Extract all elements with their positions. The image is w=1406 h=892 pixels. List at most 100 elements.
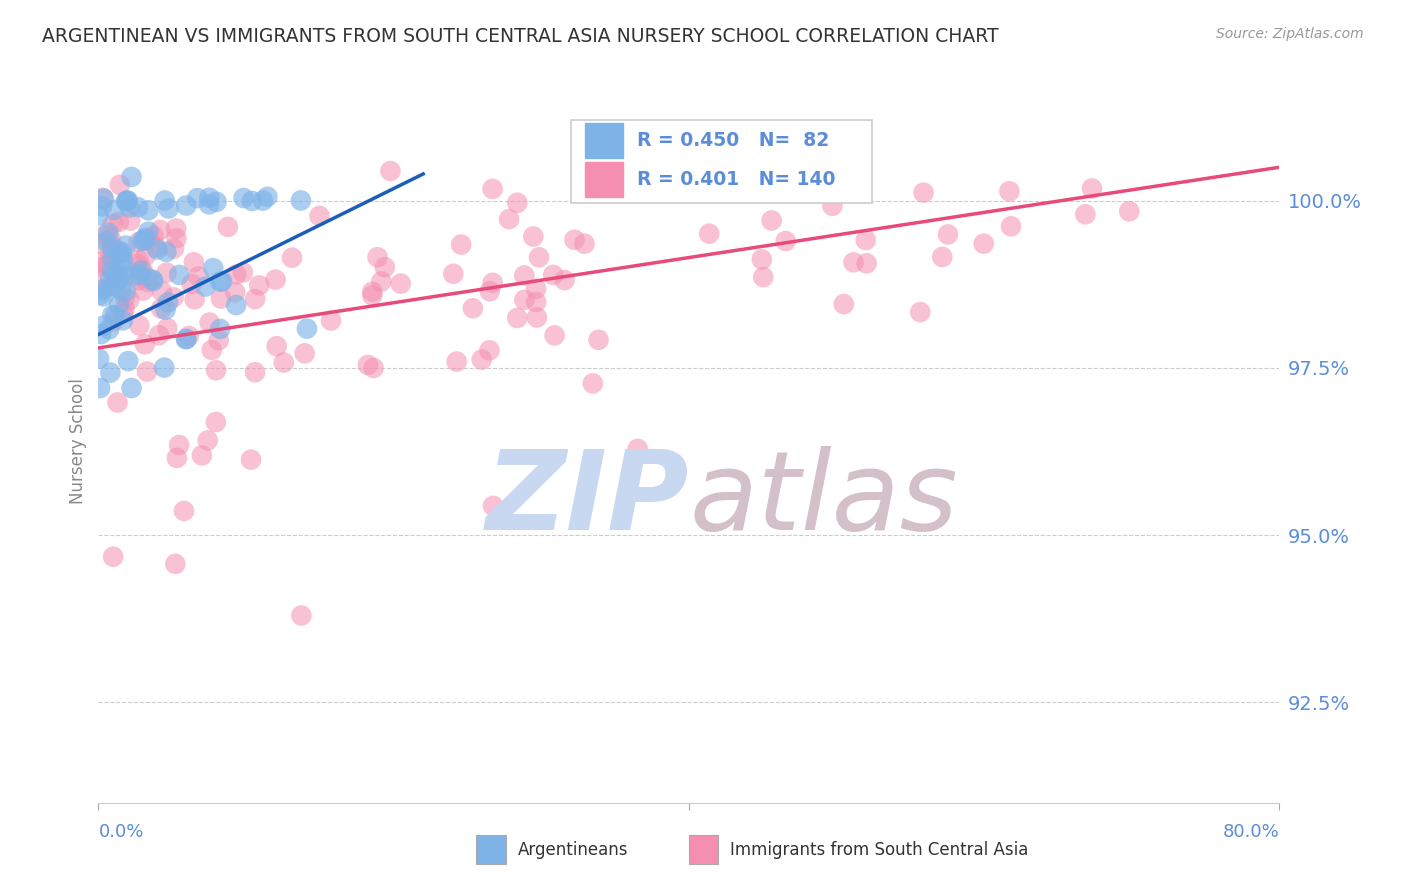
Point bbox=[118, 201, 141, 215]
Point bbox=[247, 278, 270, 293]
Point bbox=[103, 549, 125, 564]
Point bbox=[142, 274, 165, 288]
Point bbox=[100, 236, 122, 251]
Point bbox=[319, 313, 342, 327]
Point bbox=[775, 234, 797, 248]
Point bbox=[142, 229, 165, 244]
Point bbox=[91, 199, 114, 213]
Point bbox=[177, 329, 200, 343]
Point bbox=[821, 199, 844, 213]
FancyBboxPatch shape bbox=[585, 123, 623, 158]
Point bbox=[194, 279, 217, 293]
Point bbox=[101, 217, 124, 231]
Point bbox=[543, 328, 565, 343]
Point bbox=[156, 321, 179, 335]
Point bbox=[513, 293, 536, 307]
Point bbox=[117, 354, 139, 368]
Point bbox=[127, 273, 149, 287]
Point bbox=[107, 244, 129, 258]
FancyBboxPatch shape bbox=[689, 835, 718, 864]
Point bbox=[936, 227, 959, 242]
Point bbox=[146, 243, 169, 257]
Point bbox=[103, 202, 125, 217]
Point bbox=[108, 178, 131, 192]
Point bbox=[103, 314, 125, 328]
Point bbox=[198, 197, 221, 211]
Point bbox=[135, 248, 157, 262]
Point bbox=[855, 256, 877, 270]
Point bbox=[98, 250, 121, 264]
Point bbox=[97, 226, 120, 240]
Point bbox=[441, 267, 464, 281]
Point bbox=[931, 250, 953, 264]
Point bbox=[94, 281, 117, 295]
Point bbox=[380, 164, 402, 178]
Point bbox=[115, 269, 138, 284]
Point bbox=[98, 322, 121, 336]
Point bbox=[910, 305, 932, 319]
Point bbox=[294, 346, 316, 360]
Point bbox=[136, 275, 159, 289]
Point bbox=[1000, 219, 1022, 234]
Text: 80.0%: 80.0% bbox=[1223, 822, 1279, 841]
Point bbox=[110, 247, 132, 261]
Point bbox=[114, 302, 136, 317]
Point bbox=[522, 229, 544, 244]
Point bbox=[100, 366, 122, 380]
Point bbox=[87, 209, 110, 223]
Point bbox=[131, 262, 153, 277]
Point bbox=[115, 194, 138, 208]
Point bbox=[103, 244, 125, 259]
Point bbox=[150, 301, 173, 316]
Point bbox=[751, 252, 773, 267]
Point bbox=[370, 274, 392, 288]
Point bbox=[111, 313, 134, 327]
Point bbox=[129, 263, 152, 277]
Point bbox=[187, 269, 209, 284]
Point bbox=[150, 285, 173, 299]
Point bbox=[98, 272, 121, 286]
Point bbox=[998, 184, 1021, 198]
Point bbox=[107, 268, 129, 283]
Point bbox=[290, 194, 312, 208]
Point bbox=[132, 234, 155, 248]
Point bbox=[183, 292, 205, 306]
Point bbox=[842, 255, 865, 269]
Point bbox=[361, 288, 384, 302]
Point bbox=[450, 237, 472, 252]
Point bbox=[208, 333, 231, 347]
Point bbox=[225, 268, 247, 282]
Point bbox=[100, 232, 122, 246]
Point bbox=[104, 269, 127, 284]
Point bbox=[266, 339, 288, 353]
Point bbox=[153, 360, 176, 375]
Point bbox=[482, 499, 505, 513]
Point bbox=[180, 277, 202, 291]
Point bbox=[198, 316, 221, 330]
Point bbox=[446, 354, 468, 368]
Point bbox=[973, 236, 995, 251]
Point bbox=[588, 333, 610, 347]
Point bbox=[111, 306, 134, 320]
Point bbox=[461, 301, 484, 316]
Point bbox=[103, 279, 125, 293]
Point bbox=[363, 360, 385, 375]
Point bbox=[89, 381, 111, 395]
Point bbox=[93, 271, 115, 285]
Point bbox=[94, 228, 117, 243]
Point bbox=[90, 254, 112, 268]
Point bbox=[240, 452, 263, 467]
Point bbox=[118, 293, 141, 307]
Point bbox=[101, 308, 124, 322]
Point bbox=[201, 343, 224, 357]
Point bbox=[389, 277, 412, 291]
Point bbox=[165, 231, 187, 245]
Point bbox=[114, 285, 136, 299]
Point bbox=[524, 282, 547, 296]
Point bbox=[281, 251, 304, 265]
Point bbox=[273, 355, 295, 369]
Point bbox=[1118, 204, 1140, 219]
Point bbox=[471, 352, 494, 367]
Point bbox=[167, 268, 190, 282]
Point bbox=[205, 415, 228, 429]
